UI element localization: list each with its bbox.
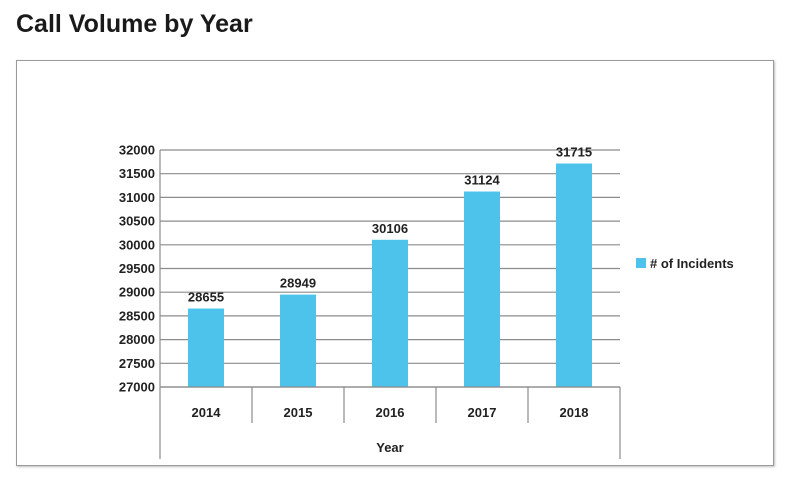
x-tick-label: 2018	[560, 405, 589, 420]
y-tick-label: 27500	[119, 356, 155, 371]
page-title: Call Volume by Year	[16, 10, 253, 38]
bar	[556, 163, 592, 387]
legend-swatch	[636, 258, 646, 268]
bar	[464, 191, 500, 387]
bar	[372, 239, 408, 387]
y-tick-label: 28000	[119, 332, 155, 347]
x-tick-label: 2015	[284, 405, 313, 420]
axes	[159, 150, 621, 459]
y-tick-label: 31000	[119, 190, 155, 205]
data-label: 28949	[280, 276, 316, 291]
chart-frame: 27000 27500 28000 28500 29000 29500 30000 30500…	[16, 60, 774, 466]
y-tick-label: 32000	[119, 143, 155, 158]
legend-label: # of Incidents	[650, 256, 734, 271]
x-axis-title: Year	[376, 440, 403, 455]
x-tick-label: 2014	[192, 405, 222, 420]
y-tick-label: 29000	[119, 285, 155, 300]
data-label: 31124	[464, 173, 500, 188]
data-label: 30106	[372, 221, 408, 236]
y-tick-label: 28500	[119, 308, 155, 323]
bar	[188, 308, 224, 387]
data-label: 28655	[188, 290, 224, 305]
data-label: 31715	[556, 145, 592, 160]
y-tick-label: 30000	[119, 237, 155, 252]
labels: 27000 27500 28000 28500 29000 29500 30000 30500…	[119, 143, 592, 421]
y-tick-label: 29500	[119, 261, 155, 276]
bar-chart: 27000 27500 28000 28500 29000 29500 30000 30500…	[119, 143, 734, 459]
x-tick-label: 2016	[376, 405, 405, 420]
bar	[280, 294, 316, 387]
y-tick-label: 27000	[119, 380, 155, 395]
legend: # of Incidents	[636, 256, 734, 271]
y-tick-label: 31500	[119, 166, 155, 181]
x-tick-label: 2017	[468, 405, 497, 420]
y-tick-label: 30500	[119, 214, 155, 229]
bars	[188, 163, 592, 387]
